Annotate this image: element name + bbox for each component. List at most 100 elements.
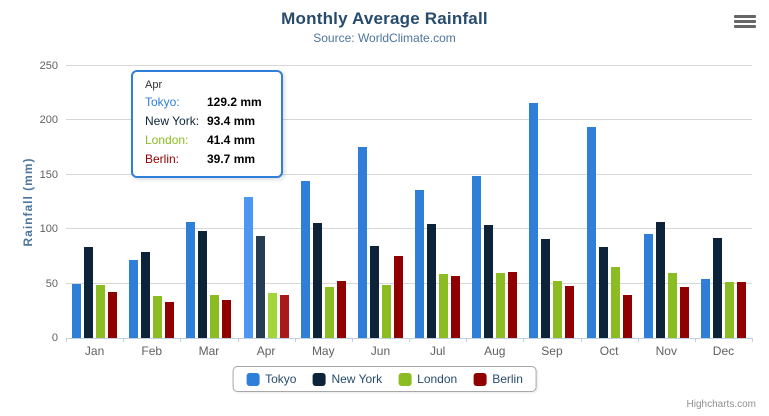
bar-berlin-sep[interactable]	[565, 286, 575, 338]
category-group-jul: Jul	[409, 66, 466, 358]
hamburger-icon	[734, 20, 756, 23]
bar-tokyo-aug[interactable]	[472, 176, 482, 338]
legend-label: Berlin	[492, 372, 523, 386]
legend-item-new-york[interactable]: New York	[312, 372, 382, 386]
bar-berlin-nov[interactable]	[679, 287, 689, 338]
bar-new-york-nov[interactable]	[655, 222, 665, 338]
bar-london-dec[interactable]	[724, 282, 734, 338]
x-axis-label: Aug	[484, 344, 506, 358]
bar-berlin-mar[interactable]	[222, 300, 232, 338]
bar-new-york-feb[interactable]	[141, 252, 151, 338]
chart-title: Monthly Average Rainfall	[281, 9, 488, 28]
bar-london-may[interactable]	[324, 286, 334, 338]
bar-tokyo-mar[interactable]	[186, 222, 196, 338]
tooltip-series-value: 41.4 mm	[207, 133, 256, 147]
category-group-sep: Sep	[523, 66, 580, 358]
series-groups: Jan Feb Mar Apr May Jun Jul Aug Sep Oct Nov Dec	[66, 66, 752, 358]
legend-label: New York	[331, 372, 383, 386]
bar-new-york-aug[interactable]	[484, 224, 494, 338]
x-axis-tick	[523, 338, 525, 342]
x-axis-tick	[580, 338, 582, 342]
bar-london-feb[interactable]	[153, 295, 163, 338]
x-axis-tick	[237, 338, 239, 342]
bar-berlin-aug[interactable]	[508, 272, 518, 338]
bar-new-york-mar[interactable]	[198, 230, 208, 338]
bar-tokyo-dec[interactable]	[700, 278, 710, 338]
bar-berlin-dec[interactable]	[736, 282, 746, 338]
bar-tokyo-jun[interactable]	[357, 146, 367, 338]
export-menu-button[interactable]	[734, 15, 756, 28]
bar-new-york-dec[interactable]	[712, 237, 722, 338]
x-axis-label: Nov	[655, 344, 677, 358]
bar-tokyo-jul[interactable]	[415, 190, 425, 338]
x-axis-label: Feb	[141, 344, 163, 358]
legend-item-berlin[interactable]: Berlin	[473, 372, 523, 386]
bar-london-nov[interactable]	[667, 273, 677, 338]
x-axis-tick	[351, 338, 353, 342]
x-axis-tick	[66, 338, 67, 342]
bar-london-aug[interactable]	[496, 273, 506, 338]
tooltip-header: Apr	[145, 79, 163, 91]
tooltip-series-label: Berlin:	[145, 152, 180, 166]
chart-subtitle: Source: WorldClimate.com	[313, 31, 456, 45]
bar-berlin-jun[interactable]	[393, 255, 403, 338]
bar-tokyo-apr[interactable]	[243, 197, 253, 338]
bar-berlin-oct[interactable]	[622, 295, 632, 338]
bar-new-york-may[interactable]	[312, 222, 322, 338]
legend-item-london[interactable]: London	[398, 372, 457, 386]
bar-berlin-feb[interactable]	[165, 301, 175, 338]
bar-new-york-sep[interactable]	[541, 238, 551, 338]
tooltip-row: Tokyo: 129.2 mm	[145, 95, 271, 110]
x-axis-label: Jun	[370, 344, 391, 358]
bar-berlin-apr[interactable]	[279, 294, 289, 338]
y-axis-label: 50	[45, 277, 58, 290]
bar-london-jan[interactable]	[96, 284, 106, 338]
gridline	[66, 173, 752, 175]
category-group-dec: Dec	[695, 66, 752, 358]
credits-link[interactable]: Highcharts.com	[686, 399, 756, 410]
gridline	[66, 228, 752, 230]
y-axis-label: 100	[39, 223, 58, 236]
x-axis-label: Sep	[541, 344, 563, 358]
y-axis-label: 200	[39, 114, 58, 127]
bar-berlin-may[interactable]	[336, 280, 346, 338]
category-group-jan: Jan	[66, 66, 123, 358]
bar-london-sep[interactable]	[553, 281, 563, 338]
tooltip: Apr Tokyo: 129.2 mm New York: 93.4 mm London…	[131, 70, 283, 178]
bar-new-york-apr[interactable]	[255, 236, 265, 338]
legend-label: Tokyo	[265, 372, 297, 386]
bar-new-york-jul[interactable]	[427, 223, 437, 338]
bar-london-jul[interactable]	[439, 273, 449, 338]
x-axis-tick	[180, 338, 182, 342]
bar-tokyo-feb[interactable]	[129, 260, 139, 338]
x-axis-label: Apr	[256, 344, 276, 358]
bar-berlin-jan[interactable]	[108, 291, 118, 338]
x-axis-tick	[637, 338, 639, 342]
bar-london-oct[interactable]	[610, 267, 620, 338]
x-axis-label: Oct	[599, 344, 619, 358]
bar-tokyo-jan[interactable]	[72, 283, 82, 338]
y-axis-label: 0	[51, 332, 58, 344]
bar-new-york-oct[interactable]	[598, 247, 608, 338]
bar-london-apr[interactable]	[267, 292, 277, 338]
bar-berlin-jul[interactable]	[451, 275, 461, 338]
bar-london-mar[interactable]	[210, 295, 220, 338]
tooltip-row: New York: 93.4 mm	[145, 114, 271, 129]
bar-tokyo-oct[interactable]	[586, 126, 596, 338]
tooltip-row: Berlin: 39.7 mm	[145, 152, 271, 167]
bar-new-york-jun[interactable]	[369, 246, 379, 338]
bar-new-york-jan[interactable]	[84, 247, 94, 338]
bar-london-jun[interactable]	[381, 285, 391, 338]
x-axis-label: May	[311, 344, 335, 358]
plot-area: 0 50 100 150 200 250 Jan Feb Mar Apr May Jun Jul Aug S…	[40, 60, 753, 358]
tooltip-series-value: 93.4 mm	[207, 114, 256, 128]
bar-tokyo-may[interactable]	[300, 181, 310, 338]
x-axis-label: Jul	[429, 344, 446, 358]
bar-tokyo-nov[interactable]	[643, 234, 653, 338]
legend-item-tokyo[interactable]: Tokyo	[246, 372, 296, 386]
bar-tokyo-sep[interactable]	[529, 102, 539, 338]
legend-swatch-icon	[312, 372, 326, 386]
x-axis-tick	[123, 338, 125, 342]
tooltip-series-label: London:	[145, 133, 189, 147]
